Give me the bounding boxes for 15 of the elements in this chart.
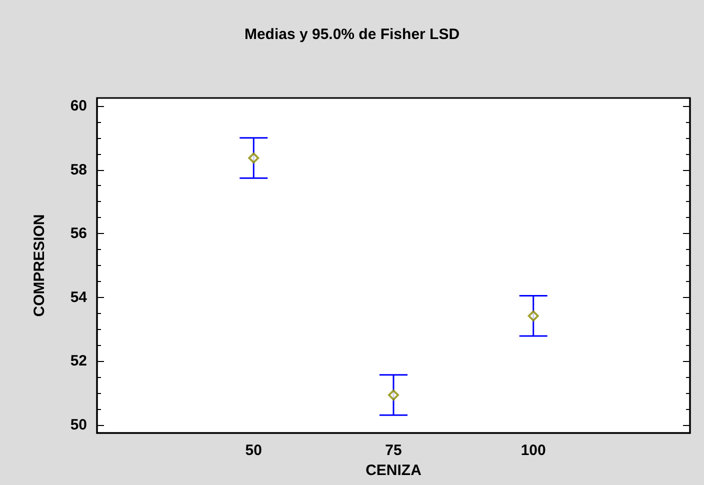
point: [248, 152, 260, 164]
y-axis-title: COMPRESION: [31, 214, 48, 317]
x-tick-label: 100: [520, 442, 546, 459]
chart-title: Medias y 95.0% de Fisher LSD: [244, 26, 460, 43]
point: [528, 310, 539, 322]
point: [388, 390, 399, 401]
y-tick-label: 54: [70, 288, 88, 306]
x-axis-title: CENIZA: [366, 462, 422, 479]
x-tick-label: 75: [385, 442, 402, 459]
x-tick-label: 50: [245, 442, 262, 459]
y-tick-label: 56: [70, 225, 87, 242]
y-tick-label: 52: [70, 352, 87, 370]
y-tick-label: 58: [70, 161, 87, 178]
y-tick-label: 60: [70, 97, 87, 114]
y-tick-label: 50: [70, 416, 87, 434]
